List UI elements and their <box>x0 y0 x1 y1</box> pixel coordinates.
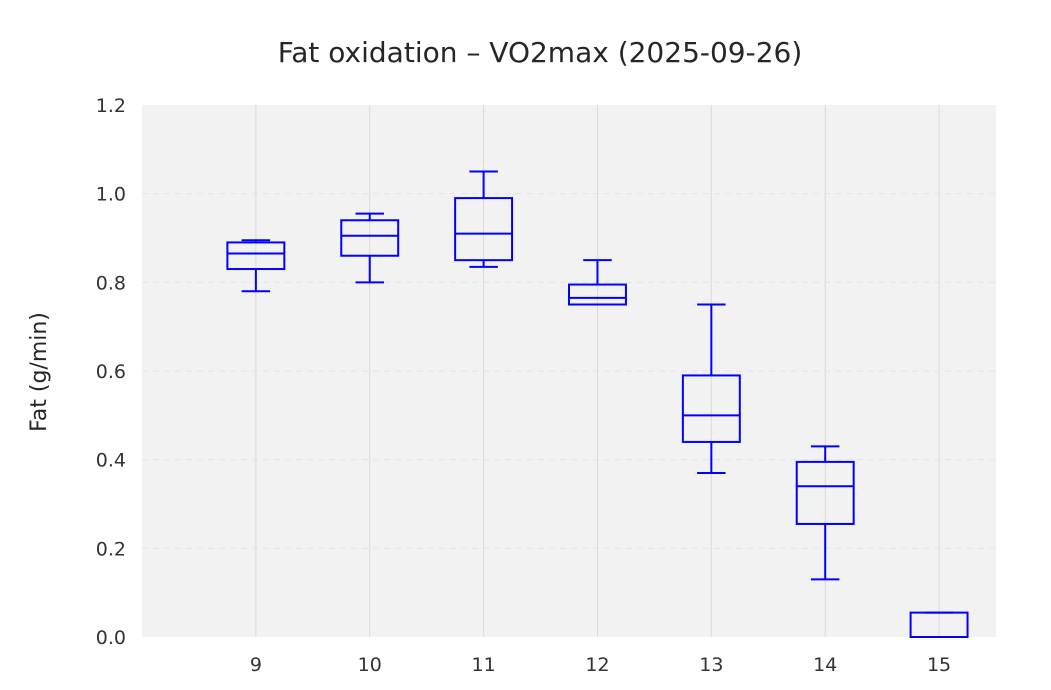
chart-title: Fat oxidation – VO2max (2025-09-26) <box>278 36 803 69</box>
x-tick-label: 11 <box>472 654 496 676</box>
x-tick-label: 12 <box>585 654 609 676</box>
box-iqr <box>795 460 855 525</box>
tick-labels: 9 10 11 12 13 14 15 0.0 0.2 0.4 0.6 0.8 1.0 1.2 <box>96 95 951 676</box>
x-tick-label: 14 <box>813 654 837 676</box>
box-plot-11 <box>454 170 514 268</box>
y-tick-label: 1.2 <box>96 95 126 117</box>
y-tick-label: 1.0 <box>96 184 126 206</box>
box-plot-10 <box>340 212 400 284</box>
x-tick-label: 13 <box>699 654 723 676</box>
box-iqr <box>226 241 286 271</box>
y-tick-label: 0.4 <box>96 450 126 472</box>
box-plot-14 <box>795 445 855 581</box>
box-iqr <box>681 374 741 443</box>
box-plot-9 <box>226 239 286 293</box>
box-plot-13 <box>681 303 741 474</box>
plot-area <box>142 105 996 637</box>
y-tick-label: 0.2 <box>96 538 126 560</box>
x-tick-label: 9 <box>250 654 262 676</box>
box-iqr <box>454 197 514 262</box>
x-tick-label: 10 <box>358 654 382 676</box>
box-plot-12 <box>568 259 627 306</box>
y-axis-label: Fat (g/min) <box>27 312 52 432</box>
y-tick-label: 0.0 <box>96 627 126 649</box>
y-tick-label: 0.6 <box>96 361 126 383</box>
box-iqr <box>340 219 400 257</box>
box-plots <box>226 170 969 638</box>
y-tick-label: 0.8 <box>96 272 126 294</box>
box-plot-15 <box>909 611 969 638</box>
x-tick-label: 15 <box>927 654 951 676</box>
box-iqr <box>568 283 627 306</box>
